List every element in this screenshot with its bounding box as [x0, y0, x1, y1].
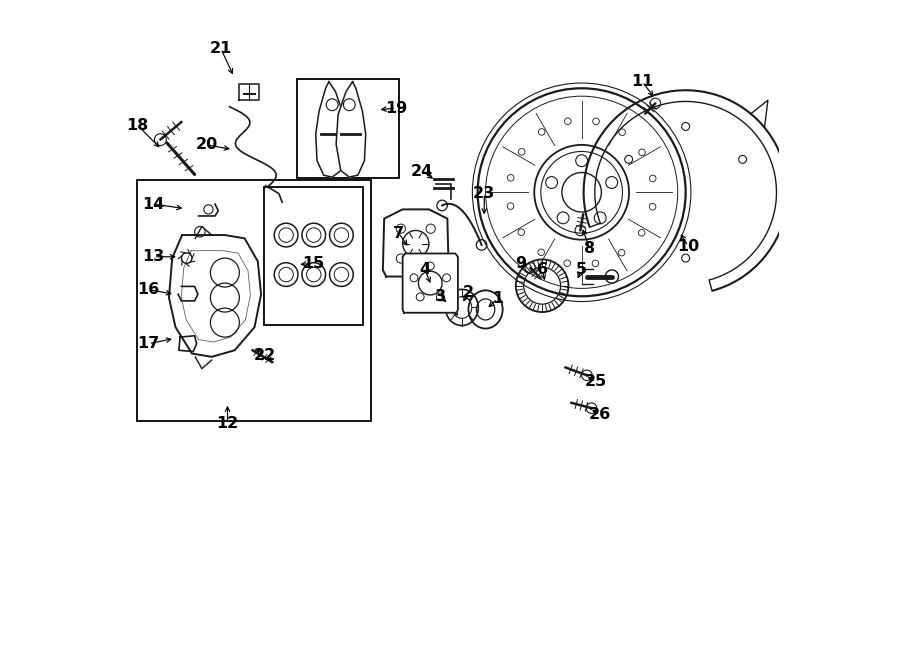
- Text: 7: 7: [393, 225, 404, 241]
- Text: 8: 8: [584, 241, 595, 256]
- Text: 26: 26: [589, 407, 611, 422]
- Polygon shape: [336, 82, 365, 177]
- Text: 4: 4: [419, 262, 430, 278]
- Text: 5: 5: [576, 262, 587, 278]
- Text: 18: 18: [126, 118, 148, 133]
- Text: 14: 14: [143, 196, 165, 212]
- Text: 9: 9: [516, 256, 526, 271]
- Bar: [297, 79, 399, 178]
- Bar: [265, 187, 363, 325]
- Text: 6: 6: [536, 262, 548, 278]
- Text: 21: 21: [210, 41, 232, 56]
- Text: 11: 11: [631, 74, 653, 89]
- Polygon shape: [402, 253, 458, 313]
- Text: 15: 15: [302, 256, 324, 271]
- Polygon shape: [382, 210, 449, 276]
- Polygon shape: [316, 82, 346, 177]
- Text: 17: 17: [138, 336, 159, 351]
- Text: 16: 16: [138, 282, 159, 297]
- Text: 19: 19: [385, 100, 407, 116]
- Bar: [138, 180, 371, 421]
- Text: 24: 24: [411, 164, 434, 178]
- Text: 12: 12: [216, 416, 239, 432]
- Text: 2: 2: [463, 285, 474, 300]
- Text: 25: 25: [585, 374, 608, 389]
- Text: 23: 23: [473, 186, 495, 201]
- Text: 10: 10: [677, 239, 699, 254]
- Text: 13: 13: [143, 249, 165, 264]
- Text: 1: 1: [491, 292, 503, 307]
- Text: 3: 3: [435, 289, 446, 304]
- Text: 22: 22: [253, 348, 275, 363]
- Text: 20: 20: [195, 137, 218, 153]
